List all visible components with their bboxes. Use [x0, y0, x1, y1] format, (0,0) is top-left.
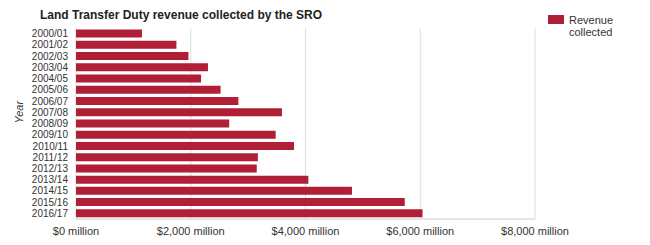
svg-text:2009/10: 2009/10 — [32, 129, 69, 140]
svg-text:2006/07: 2006/07 — [32, 96, 69, 107]
svg-text:2003/04: 2003/04 — [32, 62, 69, 73]
html-text:Land Transfer Duty revenue col: Land Transfer Duty revenue collected by … — [40, 8, 323, 22]
svg-text:2016/17: 2016/17 — [32, 208, 69, 219]
svg-text:$6,000 million: $6,000 million — [386, 225, 454, 237]
svg-text:2008/09: 2008/09 — [32, 118, 69, 129]
svg-text:2015/16: 2015/16 — [32, 197, 69, 208]
svg-text:2012/13: 2012/13 — [32, 163, 69, 174]
svg-text:2001/02: 2001/02 — [32, 39, 69, 50]
svg-text:$8,000 million: $8,000 million — [501, 225, 569, 237]
svg-text:2002/03: 2002/03 — [32, 51, 69, 62]
svg-text:$4,000 million: $4,000 million — [272, 225, 340, 237]
html-text:Revenue collected: Revenue collected — [569, 14, 613, 38]
svg-text:2000/01: 2000/01 — [32, 28, 69, 39]
svg-text:2004/05: 2004/05 — [32, 73, 69, 84]
svg-text:2011/12: 2011/12 — [33, 152, 69, 163]
svg-text:Year: Year — [13, 100, 25, 124]
svg-text:2005/06: 2005/06 — [32, 84, 69, 95]
svg-text:2013/14: 2013/14 — [32, 174, 69, 185]
svg-text:$2,000 million: $2,000 million — [157, 225, 225, 237]
svg-text:$0 million: $0 million — [53, 225, 99, 237]
svg-text:2007/08: 2007/08 — [32, 107, 69, 118]
svg-text:2010/11: 2010/11 — [33, 141, 69, 152]
svg-text:2014/15: 2014/15 — [32, 185, 69, 196]
